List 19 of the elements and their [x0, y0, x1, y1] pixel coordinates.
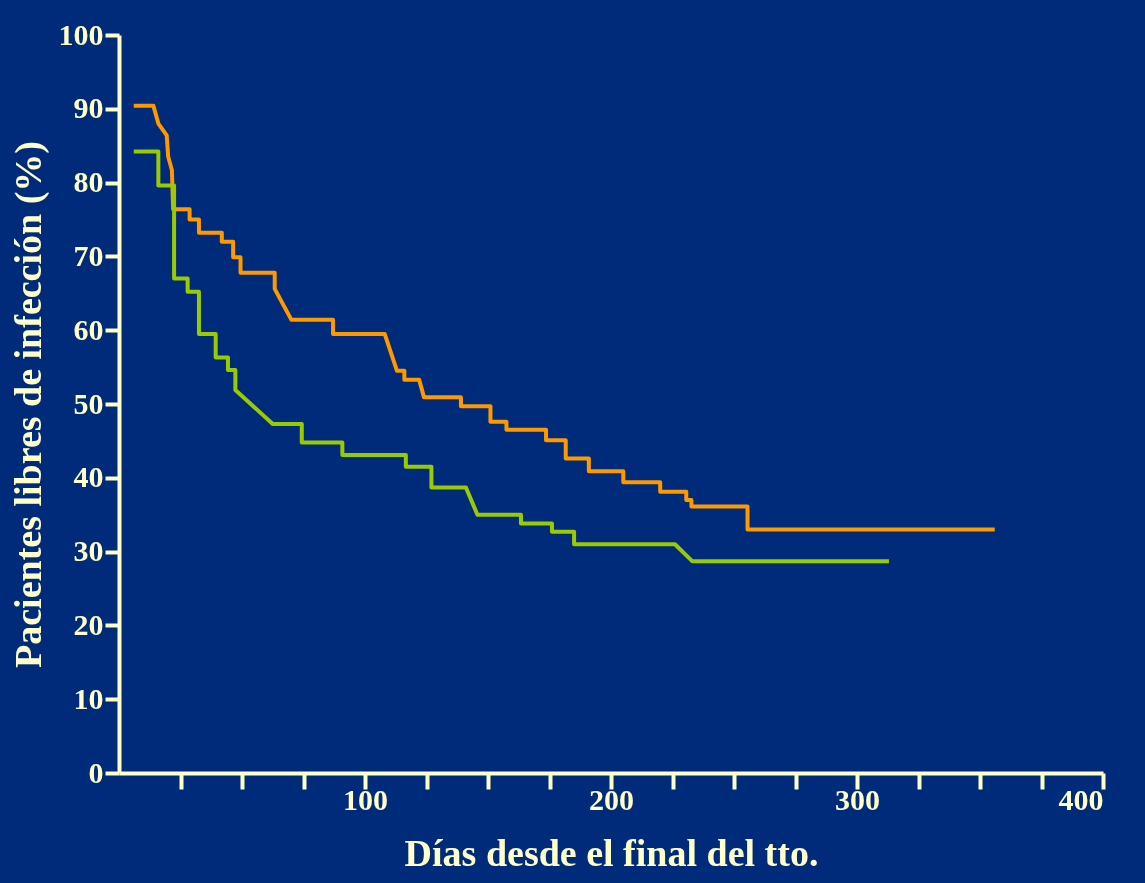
- x-tick-label: 200: [589, 782, 634, 816]
- y-tick-label: 90: [73, 91, 104, 125]
- y-tick-label: 50: [73, 386, 104, 420]
- y-tick-label: 40: [73, 460, 104, 494]
- y-tick-label: 80: [73, 165, 104, 199]
- y-axis-title: Pacientes libres de infección (%): [6, 141, 50, 668]
- x-axis-title: Días desde el final del tto.: [404, 831, 819, 874]
- y-tick-label: 20: [73, 607, 104, 641]
- x-tick-label: 300: [835, 782, 880, 816]
- y-tick-label: 100: [58, 17, 104, 51]
- line-series: [131, 103, 997, 532]
- x-tick-label: 100: [343, 782, 388, 816]
- y-tick-label: 70: [73, 238, 104, 272]
- line-series: [131, 149, 891, 564]
- y-tick-label: 10: [73, 681, 104, 715]
- y-tick-label: 0: [88, 755, 104, 789]
- x-tick-label: 400: [1058, 782, 1104, 816]
- y-tick-label: 60: [73, 312, 104, 346]
- y-tick-label: 30: [73, 534, 104, 568]
